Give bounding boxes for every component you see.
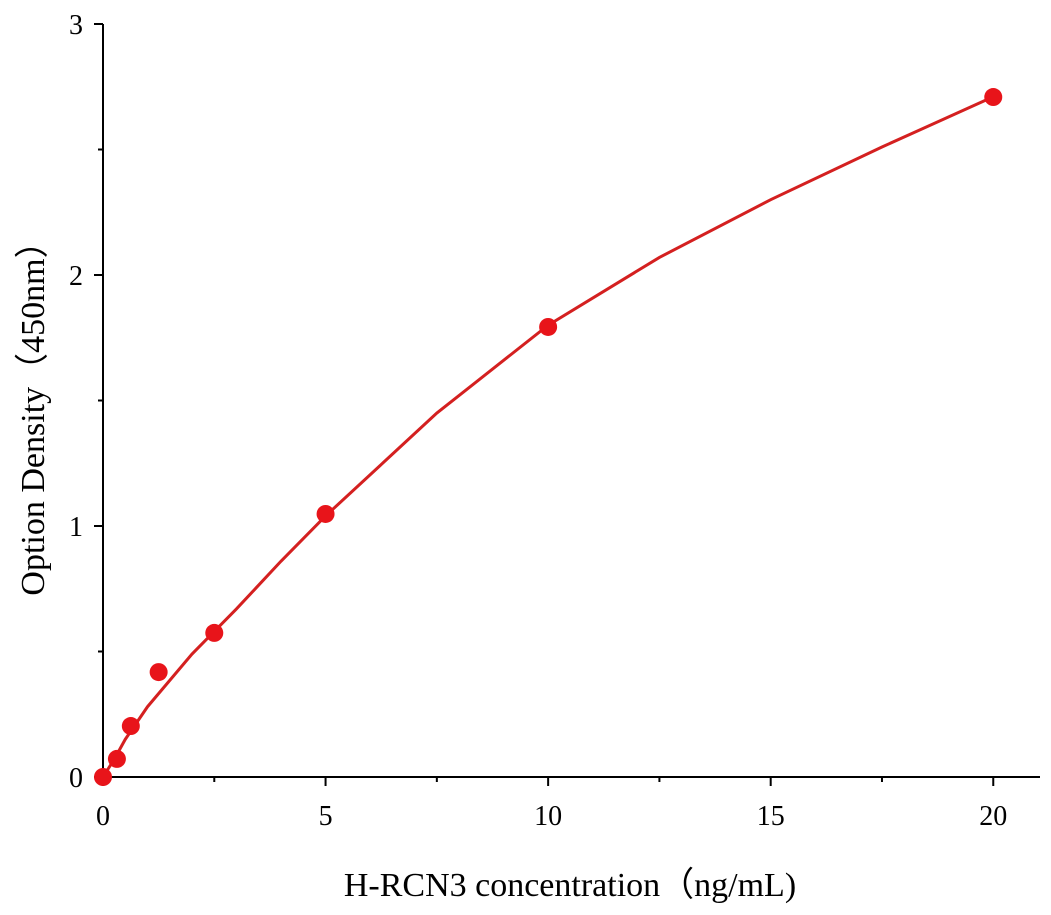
x-tick-label: 10 — [534, 801, 562, 832]
x-tick-label: 5 — [319, 801, 333, 832]
data-point — [107, 749, 126, 768]
y-tick-label: 1 — [69, 512, 83, 543]
x-axis-label: H-RCN3 concentration（ng/mL) — [344, 866, 796, 904]
data-point — [94, 768, 112, 786]
fit-curve — [101, 95, 994, 778]
data-point — [316, 504, 335, 523]
data-point — [149, 663, 168, 682]
data-point — [205, 623, 224, 642]
data-point — [984, 88, 1003, 107]
x-tick-label: 15 — [757, 801, 785, 832]
y-tick-label: 3 — [69, 10, 83, 41]
y-tick-label: 2 — [69, 261, 83, 292]
x-tick-label: 20 — [979, 801, 1007, 832]
data-point — [539, 317, 558, 336]
x-tick-label: 0 — [96, 801, 110, 832]
y-axis-label: Option Density（450nm） — [14, 224, 52, 595]
data-point — [121, 717, 140, 736]
y-tick-label: 0 — [69, 763, 83, 794]
